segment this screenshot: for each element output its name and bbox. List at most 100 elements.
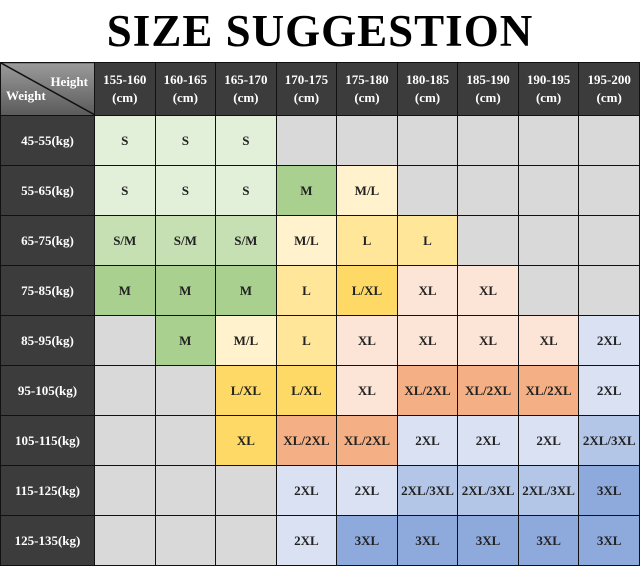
- size-cell: XL/2XL: [336, 415, 398, 466]
- size-cell: [94, 515, 156, 566]
- size-cell: M: [94, 265, 156, 316]
- height-label: Height: [50, 74, 88, 89]
- size-cell: S/M: [94, 215, 156, 266]
- size-cell: L: [336, 215, 398, 266]
- size-cell: [154, 515, 217, 566]
- weight-row-header: 75-85(kg): [0, 265, 95, 316]
- weight-row-header: 95-105(kg): [0, 365, 95, 416]
- size-cell: [215, 515, 277, 566]
- column-header: 160-165 (cm): [154, 62, 217, 116]
- size-cell: 3XL: [457, 515, 519, 566]
- column-header: 175-180 (cm): [336, 62, 398, 116]
- weight-row-header: 65-75(kg): [0, 215, 95, 266]
- size-cell: 2XL/3XL: [457, 465, 519, 516]
- size-cell: XL/2XL: [275, 415, 338, 466]
- size-cell: [517, 115, 580, 166]
- size-cell: [94, 365, 156, 416]
- size-cell: XL: [336, 315, 398, 366]
- size-cell: [154, 465, 217, 516]
- size-cell: S: [94, 165, 156, 216]
- size-cell: S/M: [154, 215, 217, 266]
- weight-label: Weight: [6, 88, 46, 103]
- size-cell: [94, 315, 156, 366]
- size-cell: 3XL: [396, 515, 459, 566]
- size-cell: [94, 415, 156, 466]
- column-header: 190-195 (cm): [517, 62, 580, 116]
- size-cell: [578, 215, 640, 266]
- table-row: 95-105(kg) L/XL L/XL XL XL/2XL XL/2XL XL/2XL 2X…: [0, 365, 640, 416]
- size-cell: S: [94, 115, 156, 166]
- column-header: 180-185 (cm): [396, 62, 459, 116]
- weight-row-header: 105-115(kg): [0, 415, 95, 466]
- size-cell: L: [275, 265, 338, 316]
- size-cell: [457, 215, 519, 266]
- column-header: 155-160 (cm): [94, 62, 156, 116]
- size-cell: [457, 165, 519, 216]
- size-cell: 2XL: [457, 415, 519, 466]
- size-cell: 2XL/3XL: [517, 465, 580, 516]
- size-cell: [578, 265, 640, 316]
- size-cell: 2XL/3XL: [578, 415, 640, 466]
- size-cell: [215, 465, 277, 516]
- size-cell: XL: [336, 365, 398, 416]
- column-header: 170-175 (cm): [275, 62, 338, 116]
- size-cell: XL/2XL: [457, 365, 519, 416]
- size-cell: [336, 115, 398, 166]
- weight-row-header: 125-135(kg): [0, 515, 95, 566]
- weight-row-header: 45-55(kg): [0, 115, 95, 166]
- table-row: 115-125(kg) 2XL 2XL 2XL/3XL 2XL/3XL 2XL/3XL 3X…: [0, 465, 640, 516]
- size-cell: L/XL: [275, 365, 338, 416]
- table-row: 75-85(kg) M M M L L/XL XL XL: [0, 265, 640, 316]
- table-row: 85-95(kg) M M/L L XL XL XL XL 2XL: [0, 315, 640, 366]
- size-table: Height Weight 155-160 (cm) 160-165 (cm) 16…: [0, 62, 640, 566]
- corner-cell: Height Weight: [0, 62, 95, 116]
- size-cell: [396, 165, 459, 216]
- table-row: 105-115(kg) XL XL/2XL XL/2XL 2XL 2XL 2XL 2XL/3X…: [0, 415, 640, 466]
- size-cell: [517, 215, 580, 266]
- size-cell: M: [154, 265, 217, 316]
- size-cell: XL: [517, 315, 580, 366]
- size-cell: XL: [457, 315, 519, 366]
- size-cell: 2XL: [396, 415, 459, 466]
- size-cell: XL/2XL: [396, 365, 459, 416]
- size-cell: M: [215, 265, 277, 316]
- size-cell: 2XL: [517, 415, 580, 466]
- size-cell: M: [275, 165, 338, 216]
- size-cell: [154, 415, 217, 466]
- size-cell: L/XL: [215, 365, 277, 416]
- size-cell: 3XL: [578, 465, 640, 516]
- size-cell: M: [154, 315, 217, 366]
- size-cell: 3XL: [578, 515, 640, 566]
- size-cell: XL/2XL: [517, 365, 580, 416]
- size-cell: 2XL: [275, 515, 338, 566]
- diagonal-divider: [1, 63, 95, 115]
- column-header: 195-200 (cm): [578, 62, 640, 116]
- size-cell: 2XL: [336, 465, 398, 516]
- size-cell: 3XL: [517, 515, 580, 566]
- size-cell: [275, 115, 338, 166]
- table-row: 65-75(kg) S/M S/M S/M M/L L L: [0, 215, 640, 266]
- page-title: SIZE SUGGESTION: [106, 6, 534, 56]
- size-cell: M/L: [215, 315, 277, 366]
- table-row: 45-55(kg) S S S: [0, 115, 640, 166]
- size-cell: S: [215, 115, 277, 166]
- size-cell: S/M: [215, 215, 277, 266]
- size-cell: 2XL: [578, 315, 640, 366]
- size-cell: [94, 465, 156, 516]
- size-cell: 3XL: [336, 515, 398, 566]
- size-cell: 2XL/3XL: [396, 465, 459, 516]
- weight-row-header: 55-65(kg): [0, 165, 95, 216]
- size-cell: XL: [396, 265, 459, 316]
- weight-row-header: 115-125(kg): [0, 465, 95, 516]
- column-header: 185-190 (cm): [457, 62, 519, 116]
- header-row: Height Weight 155-160 (cm) 160-165 (cm) 16…: [0, 62, 640, 116]
- size-cell: XL: [396, 315, 459, 366]
- size-cell: [517, 265, 580, 316]
- column-header: 165-170 (cm): [215, 62, 277, 116]
- size-cell: [396, 115, 459, 166]
- size-cell: XL: [215, 415, 277, 466]
- size-cell: [457, 115, 519, 166]
- size-cell: [517, 165, 580, 216]
- size-cell: 2XL: [275, 465, 338, 516]
- size-cell: [578, 165, 640, 216]
